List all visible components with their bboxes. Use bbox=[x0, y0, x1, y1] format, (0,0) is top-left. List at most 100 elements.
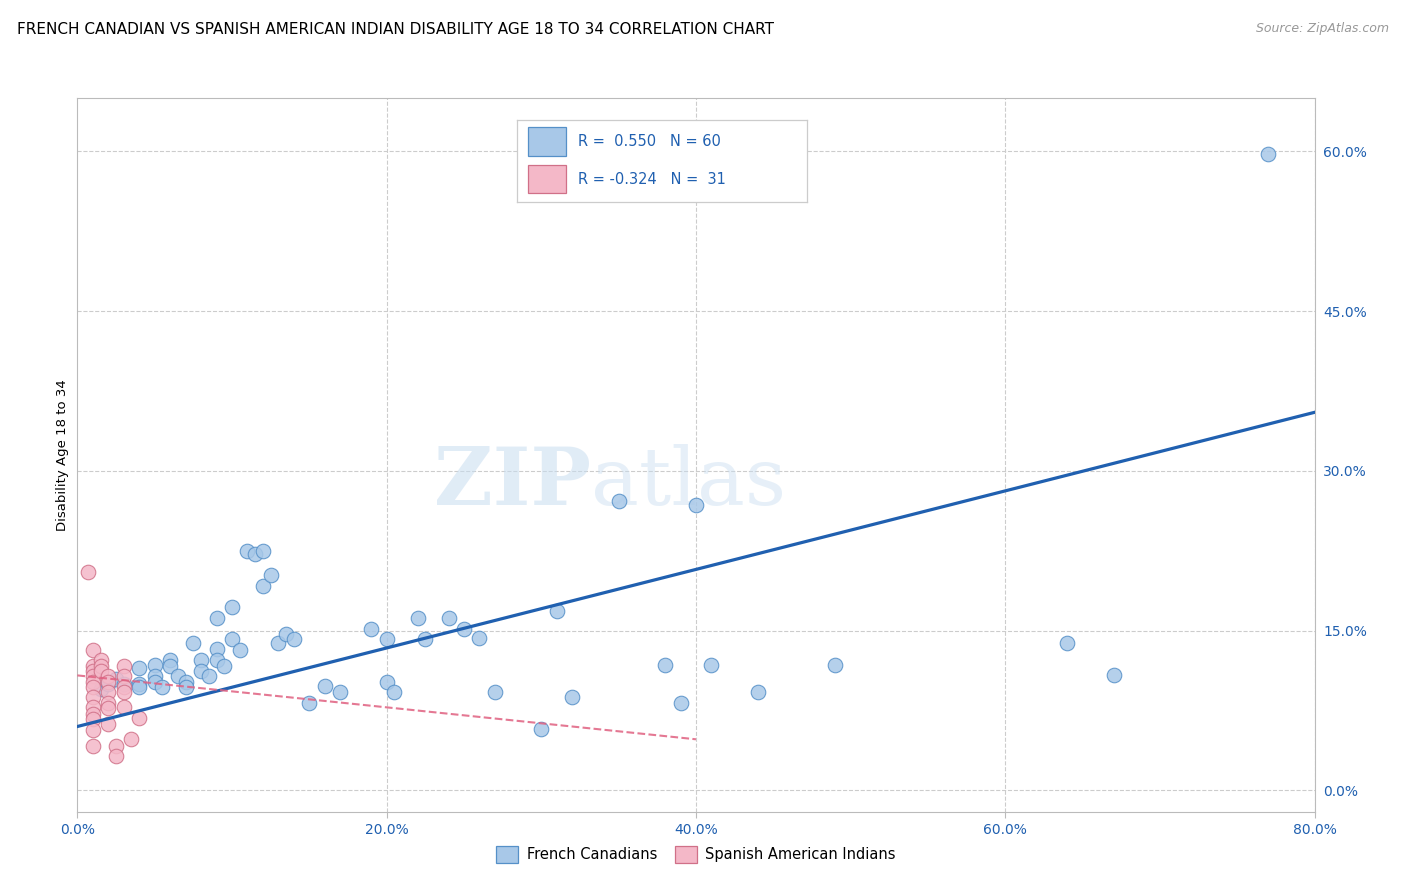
Point bbox=[314, 679, 336, 693]
Point bbox=[484, 685, 506, 699]
Point bbox=[453, 622, 475, 636]
Point bbox=[82, 643, 104, 657]
Point bbox=[654, 657, 676, 672]
Text: Source: ZipAtlas.com: Source: ZipAtlas.com bbox=[1256, 22, 1389, 36]
Point bbox=[546, 605, 568, 619]
Point bbox=[174, 674, 197, 689]
Point bbox=[143, 669, 166, 683]
Point bbox=[236, 543, 259, 558]
Point bbox=[360, 622, 382, 636]
Point bbox=[329, 685, 352, 699]
Point bbox=[283, 632, 305, 647]
Point bbox=[82, 658, 104, 673]
Point bbox=[112, 685, 135, 699]
Point bbox=[128, 680, 150, 694]
Point bbox=[468, 631, 491, 645]
Point bbox=[669, 696, 692, 710]
Point bbox=[205, 611, 228, 625]
Point bbox=[82, 664, 104, 678]
Text: R = -0.324   N =  31: R = -0.324 N = 31 bbox=[578, 171, 725, 186]
Point bbox=[82, 669, 104, 683]
Point bbox=[205, 653, 228, 667]
Point bbox=[121, 732, 143, 747]
Point bbox=[1056, 636, 1078, 650]
Point bbox=[221, 600, 243, 615]
Point bbox=[105, 672, 128, 686]
Point bbox=[561, 690, 583, 704]
Point bbox=[375, 674, 398, 689]
Point bbox=[82, 712, 104, 726]
Point bbox=[90, 658, 112, 673]
Y-axis label: Disability Age 18 to 34: Disability Age 18 to 34 bbox=[56, 379, 69, 531]
Point bbox=[77, 565, 100, 579]
Point bbox=[112, 677, 135, 691]
Point bbox=[152, 680, 174, 694]
Point bbox=[1102, 668, 1125, 682]
Text: R =  0.550   N = 60: R = 0.550 N = 60 bbox=[578, 134, 720, 149]
Point bbox=[105, 739, 128, 753]
Bar bbox=[529, 165, 567, 194]
Point bbox=[112, 680, 135, 694]
Point bbox=[97, 677, 120, 691]
Point bbox=[685, 498, 707, 512]
Point bbox=[97, 701, 120, 715]
Point bbox=[159, 653, 181, 667]
Point bbox=[824, 657, 846, 672]
Point bbox=[267, 636, 290, 650]
Point bbox=[437, 611, 460, 625]
Point bbox=[82, 706, 104, 721]
Point bbox=[183, 636, 205, 650]
Point bbox=[375, 632, 398, 647]
Point bbox=[128, 711, 150, 725]
Point bbox=[747, 685, 769, 699]
Point bbox=[128, 677, 150, 691]
Point bbox=[174, 680, 197, 694]
Point bbox=[82, 723, 104, 737]
Point bbox=[190, 653, 212, 667]
Point bbox=[97, 717, 120, 731]
Text: FRENCH CANADIAN VS SPANISH AMERICAN INDIAN DISABILITY AGE 18 TO 34 CORRELATION C: FRENCH CANADIAN VS SPANISH AMERICAN INDI… bbox=[17, 22, 773, 37]
Point bbox=[82, 739, 104, 753]
Point bbox=[221, 632, 243, 647]
Point bbox=[530, 722, 553, 736]
Point bbox=[298, 696, 321, 710]
Point bbox=[97, 696, 120, 710]
Point bbox=[82, 700, 104, 714]
Text: atlas: atlas bbox=[591, 444, 786, 523]
Point bbox=[214, 658, 236, 673]
Point bbox=[82, 680, 104, 694]
Point bbox=[112, 700, 135, 714]
Point bbox=[112, 669, 135, 683]
Point bbox=[406, 611, 429, 625]
Bar bbox=[529, 127, 567, 155]
Point bbox=[252, 543, 274, 558]
Point bbox=[190, 664, 212, 678]
Point bbox=[384, 685, 406, 699]
Point bbox=[90, 653, 112, 667]
Point bbox=[198, 669, 221, 683]
Point bbox=[260, 568, 283, 582]
Point bbox=[159, 658, 181, 673]
Point bbox=[700, 657, 723, 672]
Point bbox=[229, 643, 252, 657]
Point bbox=[415, 632, 437, 647]
Point bbox=[97, 685, 120, 699]
Point bbox=[276, 627, 298, 641]
Point bbox=[90, 664, 112, 678]
Point bbox=[252, 579, 274, 593]
Point bbox=[128, 661, 150, 675]
Point bbox=[90, 682, 112, 697]
Point bbox=[97, 669, 120, 683]
Point bbox=[82, 690, 104, 704]
Point bbox=[112, 658, 135, 673]
Point bbox=[97, 674, 120, 689]
Legend: French Canadians, Spanish American Indians: French Canadians, Spanish American India… bbox=[491, 840, 901, 869]
Point bbox=[607, 493, 630, 508]
Point bbox=[143, 674, 166, 689]
Point bbox=[245, 547, 267, 561]
Point bbox=[205, 641, 228, 656]
Point bbox=[82, 674, 104, 689]
Point bbox=[143, 657, 166, 672]
Point bbox=[1257, 146, 1279, 161]
Text: ZIP: ZIP bbox=[434, 444, 591, 523]
